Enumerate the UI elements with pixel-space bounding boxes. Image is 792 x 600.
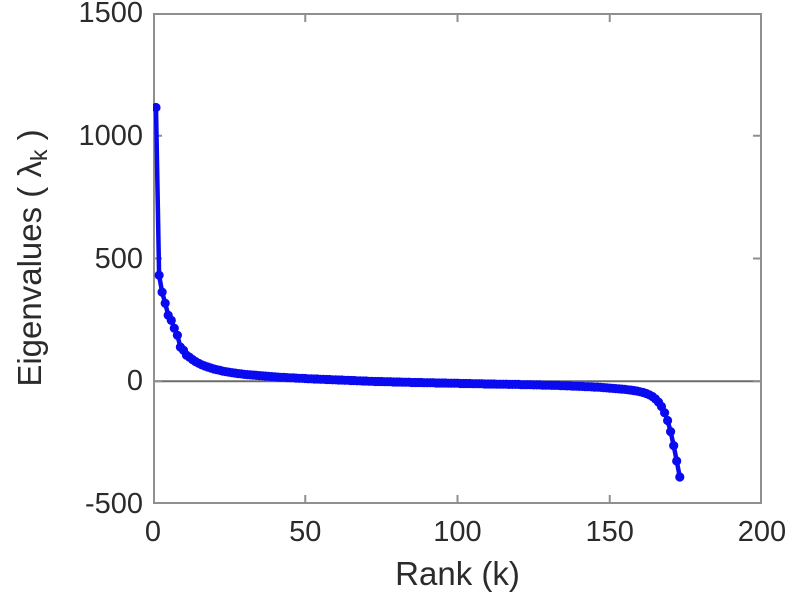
data-point xyxy=(172,330,182,340)
y-tick-label: 0 xyxy=(126,365,143,398)
data-point xyxy=(672,456,682,466)
y-tick-label: 1000 xyxy=(78,119,143,152)
plot-border xyxy=(153,13,762,504)
data-point xyxy=(660,408,670,418)
lambda-subscript: k xyxy=(26,149,52,162)
y-tick-label: 1500 xyxy=(78,0,143,29)
y-axis-title: Eigenvalues ( λk ) xyxy=(9,8,52,508)
data-point xyxy=(666,427,676,437)
y-axis-title-close: ) xyxy=(11,129,48,150)
y-tick-label: -500 xyxy=(84,488,143,520)
data-point xyxy=(169,323,179,333)
x-tick-label: 150 xyxy=(585,516,634,548)
y-axis-title-text: Eigenvalues ( λ xyxy=(11,161,48,387)
data-point-markers xyxy=(153,102,685,482)
data-point xyxy=(663,415,673,426)
x-axis-title: Rank (k) xyxy=(395,555,520,592)
x-tick-label: 50 xyxy=(289,516,322,548)
data-point xyxy=(157,287,167,297)
data-point xyxy=(154,270,164,280)
eigenvalue-curve xyxy=(153,107,683,478)
data-point xyxy=(669,441,679,451)
data-point xyxy=(675,472,685,482)
x-tick-label: 0 xyxy=(144,516,162,548)
data-point xyxy=(153,102,161,113)
x-tick-label: 100 xyxy=(433,516,482,548)
data-point xyxy=(160,298,170,308)
x-tick-label: 200 xyxy=(737,516,787,548)
y-tick-label: 500 xyxy=(94,242,143,275)
data-point xyxy=(166,315,176,325)
plot-area xyxy=(153,13,762,504)
